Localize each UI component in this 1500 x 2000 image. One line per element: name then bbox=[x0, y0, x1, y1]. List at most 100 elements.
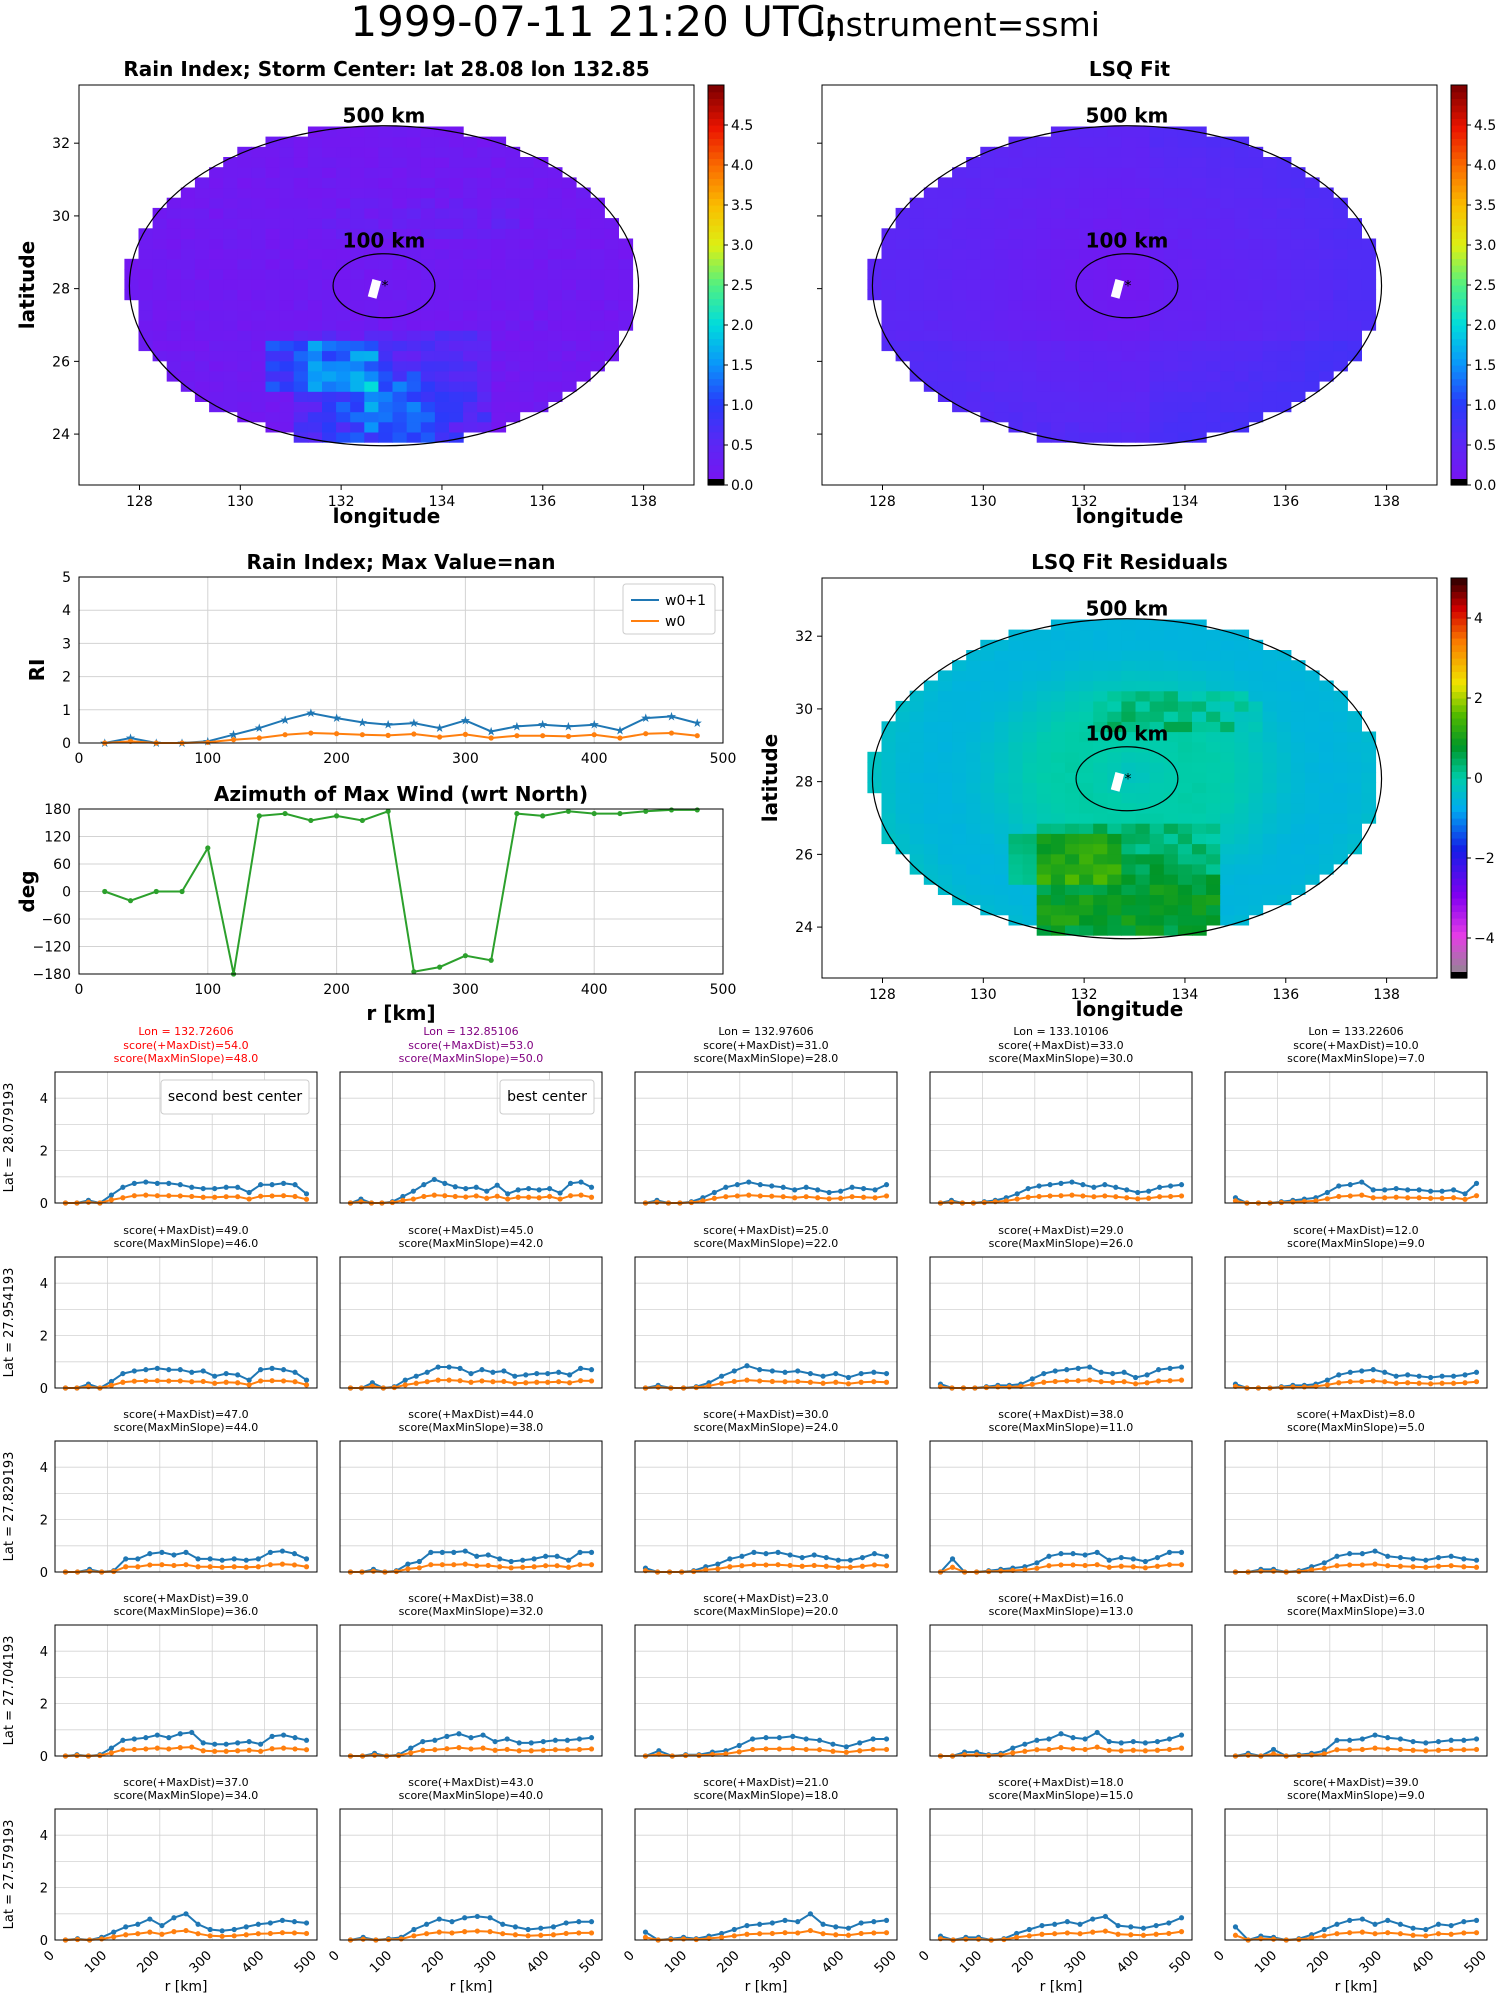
map-cell bbox=[1079, 802, 1094, 814]
colorbar-cell bbox=[1451, 898, 1467, 906]
grid-series-w0-point bbox=[1462, 1380, 1468, 1386]
map-cell bbox=[952, 853, 967, 865]
map-cell bbox=[1234, 309, 1250, 321]
map-cell bbox=[1347, 309, 1362, 321]
map-cell bbox=[1065, 741, 1080, 753]
map-cell bbox=[1065, 421, 1080, 433]
colorbar-cell bbox=[1451, 791, 1467, 799]
map-cell bbox=[1220, 680, 1235, 692]
map-cell bbox=[194, 177, 210, 189]
grid-series-w0p1-line bbox=[350, 1366, 592, 1390]
grid-series-w0p1-point bbox=[267, 1920, 273, 1926]
map-cell bbox=[364, 411, 379, 423]
grid-series-w0p1-point bbox=[1347, 1182, 1353, 1188]
map-cell bbox=[166, 258, 182, 270]
map-cell bbox=[194, 319, 210, 331]
map-cell bbox=[1149, 924, 1165, 936]
map-cell bbox=[293, 279, 309, 290]
colorbar-tick-label: 3.5 bbox=[731, 198, 753, 214]
xtick-label: 300 bbox=[1062, 1948, 1090, 1976]
series-azimuth-point bbox=[334, 813, 340, 819]
map-cell bbox=[966, 894, 981, 906]
grid-series-w0-point bbox=[986, 1752, 992, 1759]
map-cell bbox=[1319, 350, 1334, 362]
grid-series-w0p1-point bbox=[552, 1737, 558, 1743]
series-w0-point bbox=[668, 730, 675, 736]
map-cell bbox=[336, 309, 351, 321]
grid-series-w0p1-point bbox=[526, 1185, 532, 1192]
map-cell bbox=[350, 330, 365, 341]
map-cell bbox=[322, 177, 337, 189]
map-cell bbox=[152, 279, 168, 290]
map-cell bbox=[124, 279, 140, 290]
grid-series-w0-point bbox=[1347, 1562, 1353, 1568]
map-cell bbox=[1347, 289, 1362, 301]
map-cell bbox=[1022, 228, 1038, 240]
grid-series-w0-point bbox=[1336, 1380, 1342, 1386]
map-cell bbox=[1192, 894, 1207, 906]
map-cell bbox=[1093, 431, 1108, 443]
map-cell bbox=[1135, 360, 1151, 372]
series-w0p1-point: ★ bbox=[125, 731, 136, 745]
map-cell bbox=[463, 228, 478, 240]
colorbar-cell bbox=[1451, 864, 1467, 872]
grid-series-w0-point bbox=[1178, 1929, 1185, 1935]
colorbar-cell bbox=[1451, 664, 1467, 672]
map-cell bbox=[1093, 639, 1108, 651]
map-cell bbox=[1304, 289, 1320, 301]
grid-series-w0-point bbox=[815, 1195, 821, 1201]
map-cell bbox=[1319, 751, 1334, 763]
map-cell bbox=[1022, 218, 1038, 229]
colorbar-cell bbox=[1451, 891, 1467, 899]
map-cell bbox=[1333, 762, 1348, 773]
map-cell bbox=[1149, 207, 1165, 219]
chart-title: Rain Index; Max Value=nan bbox=[247, 550, 556, 574]
map-cell bbox=[1121, 136, 1137, 148]
map-cell bbox=[881, 741, 897, 753]
map-cell bbox=[980, 700, 995, 712]
map-cell bbox=[180, 269, 196, 280]
map-cell bbox=[491, 360, 507, 372]
grid-series-w0p1-point bbox=[1029, 1376, 1035, 1382]
map-cell bbox=[994, 863, 1010, 875]
map-cell bbox=[1093, 924, 1108, 936]
colorbar-tick-label: 2.5 bbox=[731, 278, 753, 294]
ytick-label: 0 bbox=[62, 885, 71, 901]
map-cell bbox=[1347, 340, 1362, 352]
map-cell bbox=[307, 136, 323, 148]
grid-series-w0p1-point bbox=[1036, 1183, 1042, 1189]
map-cell bbox=[1022, 309, 1038, 321]
grid-series-w0p1-point bbox=[108, 1192, 114, 1198]
grid-series-w0-point bbox=[992, 1199, 998, 1205]
series-w0-point bbox=[565, 733, 572, 739]
map-cell bbox=[1177, 812, 1193, 824]
grid-series-w0-point bbox=[948, 1199, 955, 1205]
map-cell bbox=[336, 269, 351, 280]
map-cell bbox=[180, 350, 196, 362]
map-cell bbox=[1036, 279, 1052, 290]
map-cell bbox=[166, 299, 182, 311]
map-cell bbox=[1107, 700, 1122, 712]
map-cell bbox=[350, 289, 365, 301]
grid-series-w0-point bbox=[269, 1193, 275, 1199]
map-cell bbox=[223, 177, 238, 189]
map-cell bbox=[505, 157, 521, 168]
map-cell bbox=[533, 330, 549, 341]
map-cell bbox=[1220, 228, 1235, 240]
map-ytick-label: 30 bbox=[795, 702, 813, 718]
map-cell bbox=[994, 381, 1010, 392]
map-cell bbox=[1163, 619, 1179, 631]
grid-series-w0p1-point bbox=[1435, 1921, 1442, 1927]
grid-series-w0-point bbox=[1372, 1561, 1378, 1567]
map-cell bbox=[1149, 381, 1165, 392]
map-cell bbox=[937, 863, 953, 875]
map-cell bbox=[194, 330, 210, 341]
map-cell bbox=[1192, 782, 1207, 794]
map-cell bbox=[561, 319, 577, 331]
map-cell bbox=[1361, 248, 1377, 260]
colorbar-cell bbox=[708, 111, 724, 119]
map-cell bbox=[952, 279, 967, 290]
map-cell bbox=[1050, 350, 1066, 362]
map-cell bbox=[1276, 279, 1292, 290]
map-cell bbox=[1050, 381, 1066, 392]
